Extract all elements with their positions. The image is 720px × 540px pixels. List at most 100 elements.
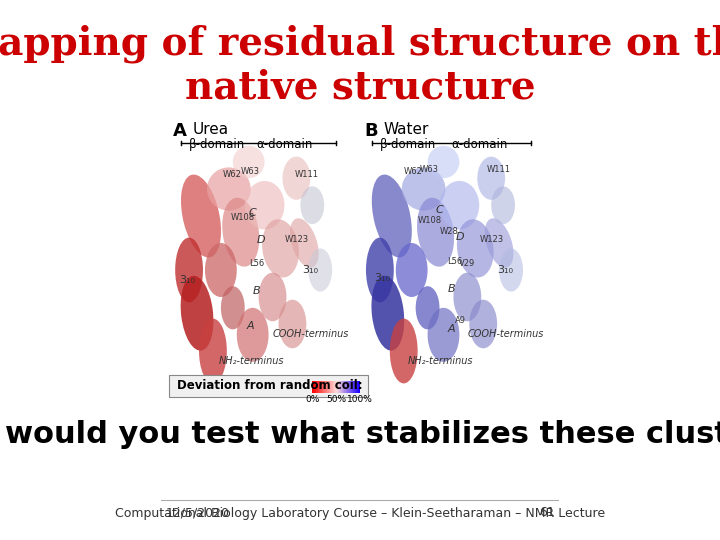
Ellipse shape <box>205 243 237 297</box>
Bar <box>324 381 325 393</box>
Text: W123: W123 <box>480 235 503 244</box>
Bar <box>359 381 361 393</box>
Ellipse shape <box>417 198 454 267</box>
Ellipse shape <box>415 286 439 329</box>
Bar <box>349 381 350 393</box>
Bar <box>341 381 342 393</box>
Bar <box>318 381 319 393</box>
Text: B: B <box>253 286 261 296</box>
Text: 50%: 50% <box>326 395 346 404</box>
Ellipse shape <box>222 198 259 267</box>
Ellipse shape <box>279 300 306 348</box>
Bar <box>351 381 353 393</box>
Text: W62: W62 <box>404 167 423 177</box>
Ellipse shape <box>181 276 213 350</box>
Bar <box>331 381 333 393</box>
Bar <box>333 381 334 393</box>
Bar <box>334 381 335 393</box>
Text: 100%: 100% <box>347 395 373 404</box>
Ellipse shape <box>469 300 497 348</box>
Ellipse shape <box>454 273 481 321</box>
Ellipse shape <box>233 146 265 178</box>
Text: B: B <box>364 122 377 139</box>
Bar <box>325 381 326 393</box>
Text: W123: W123 <box>284 235 309 244</box>
Bar <box>314 381 315 393</box>
Ellipse shape <box>439 181 480 230</box>
Ellipse shape <box>491 186 515 224</box>
Ellipse shape <box>396 243 428 297</box>
Text: W63: W63 <box>420 165 438 174</box>
Ellipse shape <box>290 218 319 268</box>
Bar <box>318 381 319 393</box>
Bar <box>337 381 338 393</box>
Bar <box>347 381 348 393</box>
Ellipse shape <box>428 308 459 362</box>
Bar <box>346 381 347 393</box>
Text: A: A <box>174 122 187 139</box>
Bar <box>327 381 328 393</box>
Bar <box>346 381 347 393</box>
Text: NH₂-terminus: NH₂-terminus <box>408 356 473 367</box>
Text: 3₁₀: 3₁₀ <box>374 273 390 283</box>
Ellipse shape <box>485 218 513 268</box>
Bar <box>342 381 343 393</box>
Bar <box>321 381 323 393</box>
Bar <box>341 381 343 393</box>
Bar <box>335 381 336 393</box>
Bar <box>330 381 331 393</box>
Bar <box>355 381 356 393</box>
Text: C: C <box>248 208 256 218</box>
Text: W108: W108 <box>231 213 255 222</box>
Text: Urea: Urea <box>193 122 229 137</box>
Text: D: D <box>455 232 464 242</box>
Text: COOH-terminus: COOH-terminus <box>467 329 544 340</box>
Text: W28: W28 <box>439 227 459 236</box>
Bar <box>334 381 336 393</box>
Bar <box>312 381 313 393</box>
Ellipse shape <box>428 146 459 178</box>
Text: 61: 61 <box>539 507 555 519</box>
Bar <box>356 381 357 393</box>
Bar <box>332 381 333 393</box>
Bar <box>338 381 340 393</box>
Ellipse shape <box>499 248 523 292</box>
Text: A9: A9 <box>455 316 467 325</box>
Bar <box>338 381 339 393</box>
Bar <box>313 381 315 393</box>
Text: β-domain: β-domain <box>189 138 246 151</box>
Bar <box>344 381 346 393</box>
Text: L56: L56 <box>248 259 264 268</box>
Text: How would you test what stabilizes these clusters?: How would you test what stabilizes these… <box>0 420 720 449</box>
Bar <box>355 381 356 393</box>
Ellipse shape <box>245 181 284 230</box>
Text: α-domain: α-domain <box>256 138 313 151</box>
Bar <box>348 381 349 393</box>
Bar <box>319 381 320 393</box>
Bar <box>317 381 318 393</box>
Ellipse shape <box>282 157 310 200</box>
Bar <box>325 381 326 393</box>
Text: W111: W111 <box>487 165 511 174</box>
Bar <box>344 381 345 393</box>
Text: L56: L56 <box>447 256 463 266</box>
Text: β-domain: β-domain <box>380 138 436 151</box>
Ellipse shape <box>199 319 227 383</box>
Ellipse shape <box>366 238 394 302</box>
Text: Deviation from random coil:: Deviation from random coil: <box>177 379 363 392</box>
Text: W108: W108 <box>418 216 442 225</box>
Text: W111: W111 <box>294 170 318 179</box>
Text: 3₁₀: 3₁₀ <box>302 265 318 275</box>
Text: Mapping of residual structure on the
native structure: Mapping of residual structure on the nat… <box>0 24 720 107</box>
Text: α-domain: α-domain <box>451 138 508 151</box>
Ellipse shape <box>237 308 269 362</box>
Bar <box>358 381 359 393</box>
Bar <box>317 381 318 393</box>
Text: NH₂-terminus: NH₂-terminus <box>219 356 284 367</box>
Text: Water: Water <box>384 122 429 137</box>
Bar <box>359 381 360 393</box>
Bar <box>356 381 357 393</box>
Bar <box>351 381 352 393</box>
Bar <box>328 381 329 393</box>
Bar <box>320 381 322 393</box>
